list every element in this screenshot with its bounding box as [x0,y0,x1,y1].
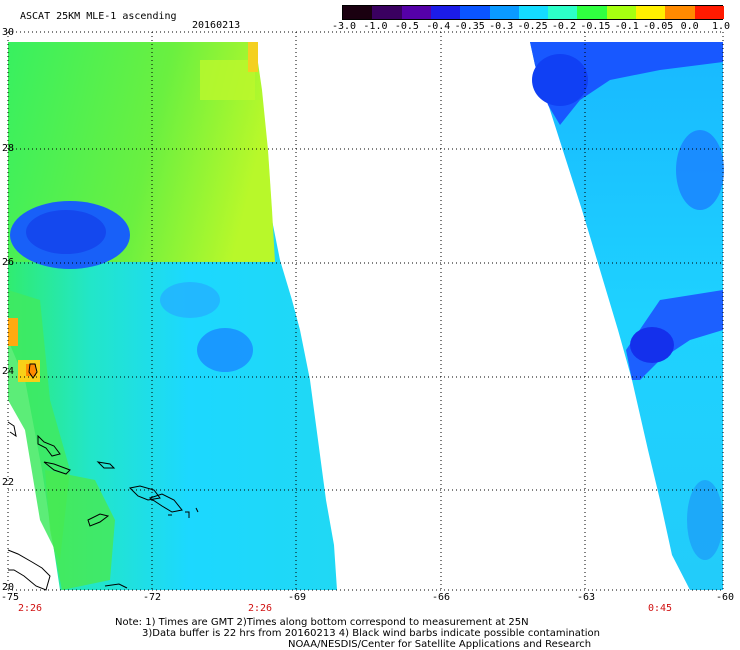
lon-label-75: -75 [1,592,20,603]
note-line-2: 3)Data buffer is 22 hrs from 20160213 4)… [142,628,600,639]
colorbar-tick-label: -0.15 [580,21,611,32]
pass-time-east: 0:45 [648,603,673,614]
colorbar-swatch [636,6,666,19]
pass-time-center: 2:26 [248,603,273,614]
pass-time-west: 2:26 [18,603,43,614]
colorbar-swatch [518,6,549,19]
colorbar-swatch [460,6,491,19]
colorbar-swatch [606,6,637,19]
colorbar-tick-label: -0.35 [454,21,485,32]
lon-label-63: -63 [577,592,596,603]
lat-label-20: 20 [2,582,15,593]
product-title: ASCAT 25KM MLE-1 ascending [20,11,177,22]
colorbar-tick-label: -0.5 [394,21,419,32]
colorbar [342,5,725,20]
date-label: 20160213 [192,20,241,31]
colorbar-swatch [372,6,403,19]
west-swath [8,42,337,590]
lon-label-66: -66 [432,592,451,603]
colorbar-tick-label: 1.0 [712,21,731,32]
colorbar-swatch [430,6,461,19]
colorbar-tick-label: -0.2 [551,21,576,32]
east-swath [530,42,724,590]
colorbar-swatch [343,6,373,19]
lat-label-26: 26 [2,257,15,268]
graticule [7,31,724,591]
coastlines [7,363,199,591]
lon-label-69: -69 [288,592,307,603]
lat-label-24: 24 [2,366,15,377]
colorbar-tick-label: 0.0 [680,21,699,32]
colorbar-swatch [489,6,520,19]
colorbar-tick-label: -0.05 [643,21,674,32]
lat-label-22: 22 [2,477,15,488]
lon-label-72: -72 [143,592,162,603]
colorbar-tick-label: -0.25 [517,21,548,32]
colorbar-tick-label: -0.1 [614,21,639,32]
colorbar-swatch [665,6,696,19]
colorbar-swatch [577,6,608,19]
colorbar-swatch [401,6,432,19]
colorbar-tick-label: -0.4 [426,21,451,32]
note-line-3: NOAA/NESDIS/Center for Satellite Applica… [288,639,592,650]
colorbar-swatch [694,6,725,19]
lat-label-30: 30 [2,27,15,38]
colorbar-tick-label: -1.0 [363,21,388,32]
colorbar-tick-label: -3.0 [332,21,357,32]
colorbar-swatch [548,6,578,19]
lon-label-60: -60 [716,592,735,603]
note-line-1: Note: 1) Times are GMT 2)Times along bot… [115,617,529,628]
lat-label-28: 28 [2,143,15,154]
colorbar-tick-label: -0.3 [489,21,514,32]
